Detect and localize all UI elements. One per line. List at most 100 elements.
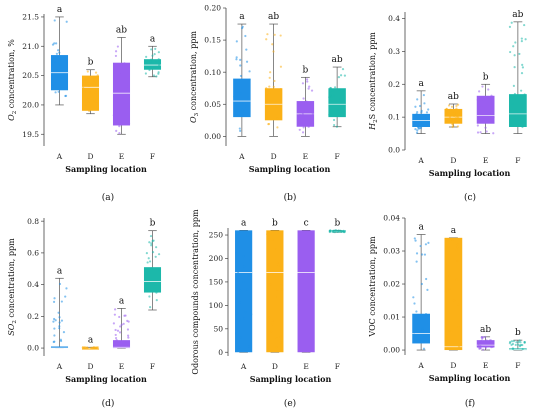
box-body [143, 59, 162, 70]
box-D: ab [264, 12, 283, 137]
x-tick-label: F [150, 362, 155, 371]
sample-point [450, 105, 454, 108]
sample-point [510, 340, 514, 343]
sample-point [448, 274, 451, 278]
sample-point [308, 330, 312, 333]
sample-point [477, 346, 480, 349]
sample-point [517, 340, 520, 344]
sample-point [451, 238, 454, 241]
sample-point [481, 85, 484, 88]
box-A: a [233, 12, 251, 137]
sample-point [149, 61, 152, 64]
sample-point [332, 229, 335, 232]
sample-point [306, 350, 309, 353]
sample-point [480, 105, 483, 108]
sample-point [487, 96, 490, 99]
y-tick-label: 0.15 [204, 36, 221, 45]
sample-point [343, 74, 347, 77]
box-A: a [50, 5, 69, 106]
sample-point [509, 340, 512, 344]
sample-point [492, 116, 495, 119]
sample-point [484, 342, 487, 345]
x-tick-label: D [87, 362, 93, 371]
y-tick-label: 21.5 [22, 13, 39, 22]
sample-point [112, 114, 115, 117]
panel-label: (e) [284, 398, 296, 409]
sample-point [123, 62, 126, 65]
x-tick-label: F [335, 362, 340, 371]
sample-point [145, 252, 148, 255]
sample-point [311, 290, 314, 293]
sample-point [148, 68, 151, 72]
sample-point [276, 261, 279, 264]
sample-point [157, 71, 160, 74]
sample-point [267, 122, 271, 126]
significance-letter: a [57, 266, 63, 276]
sample-point [268, 92, 271, 95]
sample-point [114, 308, 117, 311]
sample-point [510, 21, 513, 24]
sample-point [244, 34, 247, 38]
sample-point [117, 107, 120, 110]
sample-point [420, 282, 423, 286]
x-axis-title: Sampling location [65, 164, 147, 174]
sample-point [485, 119, 488, 122]
sample-point [456, 125, 460, 128]
significance-letter: ab [268, 12, 279, 22]
y-tick-label: 0.03 [383, 247, 400, 256]
sample-point [52, 320, 55, 323]
sample-point [273, 79, 276, 83]
sample-point [423, 115, 427, 118]
sample-point [304, 102, 307, 105]
y-tick-label: 0.00 [204, 132, 221, 141]
sample-point [457, 103, 460, 106]
x-tick-label: A [56, 152, 63, 161]
sample-point [87, 101, 90, 104]
sample-point [55, 42, 58, 45]
sample-point [155, 298, 158, 302]
sample-point [491, 345, 494, 349]
box-body [143, 267, 162, 293]
sample-point [305, 116, 308, 119]
sample-point [446, 288, 449, 291]
sample-point [515, 341, 518, 344]
sample-point [422, 93, 425, 97]
sample-point [484, 126, 487, 129]
sample-point [118, 125, 121, 128]
chart-panel-e: 0 50 100 150 200 250 Odorous compounds concent… [191, 209, 346, 409]
sample-point [118, 315, 121, 319]
significance-letter: a [57, 5, 63, 15]
sample-point [456, 245, 459, 249]
sample-point [297, 106, 300, 110]
sample-point [300, 118, 303, 121]
sample-point [265, 93, 268, 96]
sample-point [444, 290, 447, 293]
sample-point [427, 108, 430, 111]
sample-point [302, 126, 305, 129]
box-body [50, 346, 69, 349]
sample-point [54, 61, 57, 64]
x-tick-label: A [56, 362, 63, 371]
y-tick-label: 0.3 [388, 47, 400, 56]
sample-point [53, 297, 56, 300]
box-E: a [112, 296, 131, 349]
sample-point [234, 81, 237, 84]
sample-point [328, 96, 331, 99]
sample-point [301, 131, 305, 134]
sample-point [424, 243, 428, 246]
sample-point [333, 86, 337, 89]
sample-point [310, 243, 313, 246]
sample-point [520, 40, 523, 43]
sample-point [239, 92, 242, 95]
chart-panel-c: 0.0 0.1 0.2 0.3 0.4 H2S concentration, ppm a Aa… [368, 10, 527, 203]
sample-point [513, 114, 517, 117]
x-tick-label: A [417, 156, 424, 165]
sample-point [273, 33, 276, 36]
x-tick-label: D [271, 152, 277, 161]
sample-point [514, 343, 517, 347]
sample-point [91, 346, 94, 349]
sample-point [158, 60, 161, 63]
sample-point [57, 311, 60, 314]
box-A: a [50, 266, 69, 349]
